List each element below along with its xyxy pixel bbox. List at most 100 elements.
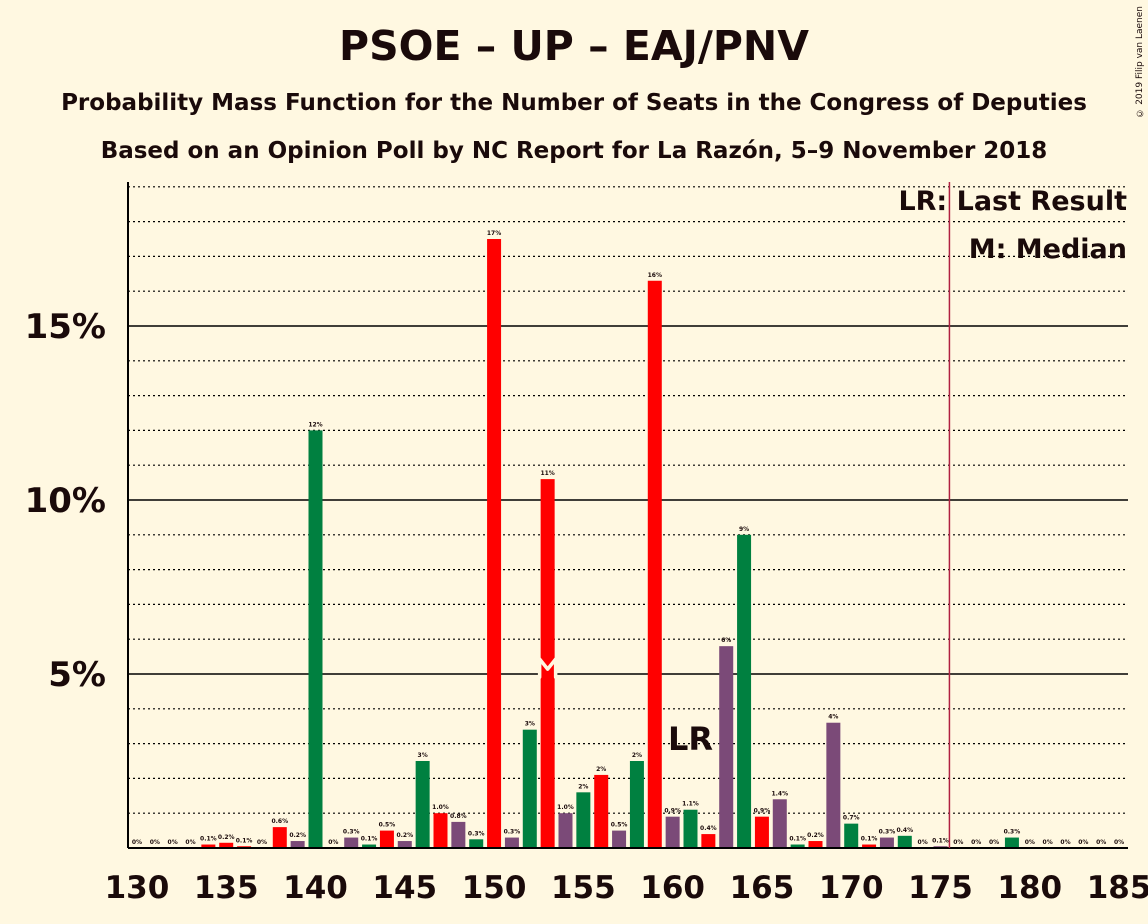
bar-data-label: 16% — [648, 272, 662, 279]
bar-data-label: 0.1% — [361, 836, 378, 843]
x-tick-label: 170 — [819, 870, 884, 906]
x-tick-label: 175 — [908, 870, 973, 906]
bar-seat-158 — [629, 761, 644, 848]
bar-data-label: 0.4% — [896, 827, 913, 834]
last-result-marker: LR — [668, 720, 713, 758]
bar-data-label: 0% — [971, 839, 981, 846]
bar-seat-154 — [558, 813, 573, 848]
y-tick-label: 10% — [25, 481, 106, 521]
bar-seat-159 — [647, 280, 662, 848]
bar-seat-157 — [612, 830, 627, 848]
median-marker — [537, 657, 558, 679]
bar-data-label: 2% — [578, 783, 588, 790]
bar-data-label: 0.4% — [700, 825, 717, 832]
bar-seat-151 — [504, 837, 519, 848]
bar-data-label: 3% — [418, 752, 428, 759]
x-tick-label: 130 — [105, 870, 170, 906]
bar-data-label: 12% — [308, 421, 322, 428]
bar-data-label: 0.1% — [861, 836, 878, 843]
bar-seat-161 — [683, 809, 698, 848]
bar-seat-167 — [790, 844, 805, 848]
bar-data-label: 0.7% — [843, 815, 860, 822]
bar-data-label: 0% — [185, 839, 195, 846]
bar-data-label: 0.1% — [932, 837, 949, 844]
bar-seat-135 — [219, 842, 234, 848]
bar-data-label: 0.3% — [343, 829, 360, 836]
bar-data-label: 0.5% — [611, 822, 628, 829]
bar-seat-150 — [487, 239, 502, 848]
bar-data-label: 0.5% — [379, 822, 396, 829]
bar-data-label: 11% — [540, 470, 554, 477]
bar-data-label: 9% — [739, 526, 749, 533]
bar-data-label: 0.9% — [754, 808, 771, 815]
bar-data-label: 3% — [525, 721, 535, 728]
bar-seat-164 — [737, 534, 752, 848]
bar-data-label: 0.1% — [236, 837, 253, 844]
x-tick-label: 180 — [997, 870, 1062, 906]
bar-seat-142 — [344, 837, 359, 848]
bar-data-label: 0.3% — [504, 829, 521, 836]
bar-seat-156 — [594, 774, 609, 848]
bar-data-label: 1.4% — [771, 790, 788, 797]
bar-data-label: 0.3% — [1004, 829, 1021, 836]
bar-data-label: 0% — [168, 839, 178, 846]
bar-seat-168 — [808, 841, 823, 848]
bar-data-label: 1.1% — [682, 801, 699, 808]
bar-seat-169 — [826, 722, 841, 848]
bar-data-label: 0% — [1114, 839, 1124, 846]
bar-seat-162 — [701, 834, 716, 848]
bar-seat-170 — [844, 823, 859, 848]
bar-data-label: 2% — [596, 766, 606, 773]
bar-data-label: 0% — [953, 839, 963, 846]
bar-data-label: 0.2% — [289, 832, 306, 839]
bar-data-label: 0.3% — [468, 830, 485, 837]
bar-data-label: 0% — [257, 839, 267, 846]
bar-seat-173 — [897, 835, 912, 848]
bar-seat-147 — [433, 813, 448, 848]
y-tick-label: 15% — [25, 307, 106, 347]
bar-seat-148 — [451, 821, 466, 848]
legend-last-result: LR: Last Result — [898, 186, 1127, 217]
bar-seat-144 — [379, 830, 394, 848]
bar-seat-171 — [862, 844, 877, 848]
x-tick-label: 155 — [551, 870, 616, 906]
bar-seat-140 — [308, 430, 323, 848]
bar-data-label: 0.6% — [271, 818, 288, 825]
bar-data-label: 0% — [150, 839, 160, 846]
bar-seat-146 — [415, 761, 430, 848]
bar-data-label: 0.2% — [807, 832, 824, 839]
bar-data-label: 0% — [328, 839, 338, 846]
bar-seat-139 — [290, 841, 305, 848]
bar-data-label: 0% — [1025, 839, 1035, 846]
bar-seat-155 — [576, 792, 591, 848]
chart-subtitle: Probability Mass Function for the Number… — [61, 90, 1087, 116]
bar-data-label: 0% — [1078, 839, 1088, 846]
x-tick-label: 140 — [283, 870, 348, 906]
bar-data-label: 0% — [1060, 839, 1070, 846]
bar-data-label: 0% — [1096, 839, 1106, 846]
x-tick-label: 185 — [1087, 870, 1148, 906]
bar-data-label: 0% — [989, 839, 999, 846]
bar-seat-153 — [540, 479, 555, 848]
bar-data-label: 1.0% — [432, 804, 449, 811]
bar-data-label: 0.1% — [200, 836, 217, 843]
bar-seat-143 — [362, 844, 377, 848]
bar-seat-163 — [719, 646, 734, 848]
bar-seat-138 — [272, 827, 287, 848]
bar-seat-179 — [1004, 837, 1019, 848]
x-tick-label: 160 — [640, 870, 705, 906]
bar-data-label: 1.0% — [557, 804, 574, 811]
bar-data-label: 0% — [918, 839, 928, 846]
bar-data-label: 0.9% — [664, 808, 681, 815]
y-tick-label: 5% — [48, 655, 106, 695]
bar-data-label: 0.8% — [450, 813, 467, 820]
bar-seat-145 — [397, 841, 412, 848]
x-tick-label: 150 — [462, 870, 527, 906]
bar-seat-165 — [754, 816, 769, 848]
bar-seat-149 — [469, 839, 484, 848]
bar-seat-166 — [772, 799, 787, 848]
bar-data-label: 0.1% — [789, 836, 806, 843]
x-tick-label: 145 — [372, 870, 437, 906]
chart-title: PSOE – UP – EAJ/PNV — [339, 22, 809, 70]
